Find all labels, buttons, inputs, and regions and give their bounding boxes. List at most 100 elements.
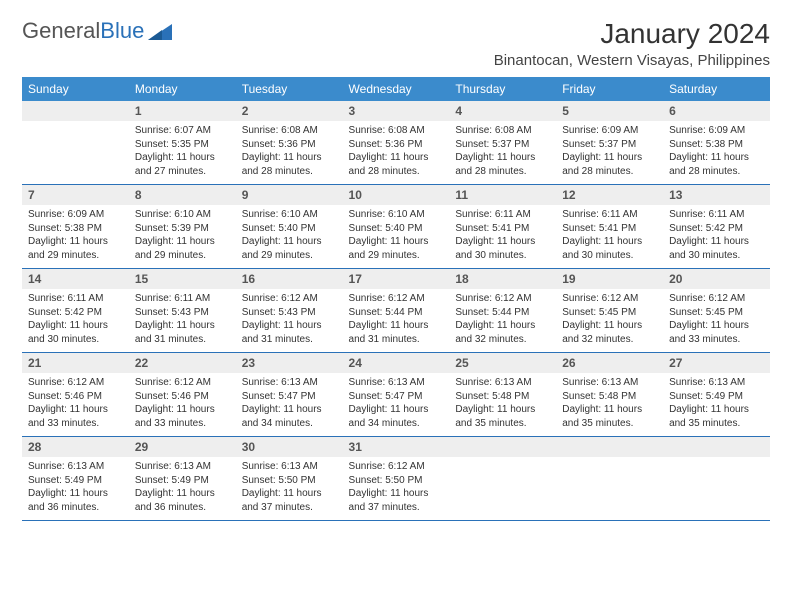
daylight-text-1: Daylight: 11 hours — [349, 319, 444, 333]
day-detail-cell: Sunrise: 6:12 AMSunset: 5:46 PMDaylight:… — [129, 373, 236, 437]
daylight-text-2: and 30 minutes. — [455, 249, 550, 263]
day-number-cell: 9 — [236, 185, 343, 206]
day-detail-cell: Sunrise: 6:10 AMSunset: 5:40 PMDaylight:… — [343, 205, 450, 269]
sunrise-text: Sunrise: 6:10 AM — [242, 208, 337, 222]
daylight-text-1: Daylight: 11 hours — [242, 319, 337, 333]
sunset-text: Sunset: 5:37 PM — [562, 138, 657, 152]
sunset-text: Sunset: 5:42 PM — [28, 306, 123, 320]
weekday-header: Saturday — [663, 77, 770, 101]
sunrise-text: Sunrise: 6:09 AM — [562, 124, 657, 138]
calendar-table: Sunday Monday Tuesday Wednesday Thursday… — [22, 77, 770, 521]
day-detail-cell: Sunrise: 6:08 AMSunset: 5:36 PMDaylight:… — [236, 121, 343, 185]
daylight-text-2: and 37 minutes. — [349, 501, 444, 515]
daylight-text-1: Daylight: 11 hours — [562, 151, 657, 165]
title-block: January 2024 Binantocan, Western Visayas… — [494, 18, 770, 69]
day-number-cell: 8 — [129, 185, 236, 206]
sunset-text: Sunset: 5:44 PM — [349, 306, 444, 320]
sunrise-text: Sunrise: 6:13 AM — [242, 460, 337, 474]
day-number-cell: 10 — [343, 185, 450, 206]
day-detail-cell — [22, 121, 129, 185]
location-subtitle: Binantocan, Western Visayas, Philippines — [494, 52, 770, 69]
daylight-text-2: and 31 minutes. — [242, 333, 337, 347]
day-detail-cell: Sunrise: 6:12 AMSunset: 5:46 PMDaylight:… — [22, 373, 129, 437]
logo: GeneralBlue — [22, 18, 172, 44]
day-number-cell: 19 — [556, 269, 663, 290]
daylight-text-2: and 36 minutes. — [135, 501, 230, 515]
daylight-text-1: Daylight: 11 hours — [242, 235, 337, 249]
day-number-cell: 16 — [236, 269, 343, 290]
daylight-text-1: Daylight: 11 hours — [349, 403, 444, 417]
sunrise-text: Sunrise: 6:12 AM — [455, 292, 550, 306]
daylight-text-1: Daylight: 11 hours — [135, 151, 230, 165]
day-number-cell: 28 — [22, 437, 129, 458]
sunrise-text: Sunrise: 6:12 AM — [349, 292, 444, 306]
daylight-text-2: and 29 minutes. — [28, 249, 123, 263]
sunrise-text: Sunrise: 6:12 AM — [669, 292, 764, 306]
logo-text-2: Blue — [100, 18, 144, 44]
daylight-text-2: and 34 minutes. — [349, 417, 444, 431]
sunset-text: Sunset: 5:41 PM — [562, 222, 657, 236]
day-number-cell: 2 — [236, 101, 343, 121]
daylight-text-1: Daylight: 11 hours — [28, 403, 123, 417]
day-detail-row: Sunrise: 6:09 AMSunset: 5:38 PMDaylight:… — [22, 205, 770, 269]
day-detail-cell: Sunrise: 6:11 AMSunset: 5:43 PMDaylight:… — [129, 289, 236, 353]
day-number-row: 123456 — [22, 101, 770, 121]
day-number-cell: 24 — [343, 353, 450, 374]
daylight-text-2: and 30 minutes. — [669, 249, 764, 263]
daylight-text-1: Daylight: 11 hours — [562, 319, 657, 333]
sunrise-text: Sunrise: 6:09 AM — [28, 208, 123, 222]
day-detail-cell: Sunrise: 6:13 AMSunset: 5:50 PMDaylight:… — [236, 457, 343, 521]
day-number-cell: 12 — [556, 185, 663, 206]
daylight-text-2: and 35 minutes. — [669, 417, 764, 431]
sunset-text: Sunset: 5:45 PM — [562, 306, 657, 320]
sunrise-text: Sunrise: 6:11 AM — [669, 208, 764, 222]
day-number-cell: 4 — [449, 101, 556, 121]
month-title: January 2024 — [494, 18, 770, 50]
sunrise-text: Sunrise: 6:13 AM — [242, 376, 337, 390]
sunset-text: Sunset: 5:49 PM — [135, 474, 230, 488]
day-detail-cell: Sunrise: 6:12 AMSunset: 5:44 PMDaylight:… — [449, 289, 556, 353]
daylight-text-1: Daylight: 11 hours — [669, 403, 764, 417]
daylight-text-1: Daylight: 11 hours — [562, 235, 657, 249]
daylight-text-2: and 33 minutes. — [28, 417, 123, 431]
day-detail-cell: Sunrise: 6:09 AMSunset: 5:38 PMDaylight:… — [663, 121, 770, 185]
daylight-text-1: Daylight: 11 hours — [562, 403, 657, 417]
day-number-cell: 31 — [343, 437, 450, 458]
daylight-text-2: and 36 minutes. — [28, 501, 123, 515]
day-detail-cell: Sunrise: 6:10 AMSunset: 5:40 PMDaylight:… — [236, 205, 343, 269]
day-number-cell: 20 — [663, 269, 770, 290]
day-detail-cell — [663, 457, 770, 521]
day-detail-cell: Sunrise: 6:12 AMSunset: 5:45 PMDaylight:… — [663, 289, 770, 353]
sunset-text: Sunset: 5:35 PM — [135, 138, 230, 152]
sunrise-text: Sunrise: 6:08 AM — [455, 124, 550, 138]
daylight-text-1: Daylight: 11 hours — [28, 319, 123, 333]
day-number-row: 28293031 — [22, 437, 770, 458]
daylight-text-1: Daylight: 11 hours — [242, 151, 337, 165]
day-number-cell: 25 — [449, 353, 556, 374]
daylight-text-2: and 33 minutes. — [135, 417, 230, 431]
daylight-text-1: Daylight: 11 hours — [455, 403, 550, 417]
day-detail-row: Sunrise: 6:12 AMSunset: 5:46 PMDaylight:… — [22, 373, 770, 437]
daylight-text-1: Daylight: 11 hours — [455, 151, 550, 165]
weekday-header-row: Sunday Monday Tuesday Wednesday Thursday… — [22, 77, 770, 101]
day-detail-cell: Sunrise: 6:10 AMSunset: 5:39 PMDaylight:… — [129, 205, 236, 269]
day-number-cell: 13 — [663, 185, 770, 206]
daylight-text-1: Daylight: 11 hours — [669, 319, 764, 333]
daylight-text-2: and 32 minutes. — [455, 333, 550, 347]
sunrise-text: Sunrise: 6:12 AM — [242, 292, 337, 306]
sunrise-text: Sunrise: 6:11 AM — [562, 208, 657, 222]
day-detail-cell: Sunrise: 6:13 AMSunset: 5:48 PMDaylight:… — [556, 373, 663, 437]
sunrise-text: Sunrise: 6:11 AM — [455, 208, 550, 222]
day-detail-cell: Sunrise: 6:13 AMSunset: 5:48 PMDaylight:… — [449, 373, 556, 437]
sunrise-text: Sunrise: 6:11 AM — [28, 292, 123, 306]
daylight-text-2: and 33 minutes. — [669, 333, 764, 347]
day-detail-cell: Sunrise: 6:11 AMSunset: 5:42 PMDaylight:… — [663, 205, 770, 269]
weekday-header: Thursday — [449, 77, 556, 101]
sunrise-text: Sunrise: 6:13 AM — [349, 376, 444, 390]
daylight-text-2: and 28 minutes. — [562, 165, 657, 179]
day-number-cell: 17 — [343, 269, 450, 290]
sunset-text: Sunset: 5:39 PM — [135, 222, 230, 236]
day-detail-cell: Sunrise: 6:08 AMSunset: 5:36 PMDaylight:… — [343, 121, 450, 185]
sunrise-text: Sunrise: 6:09 AM — [669, 124, 764, 138]
day-number-cell: 5 — [556, 101, 663, 121]
